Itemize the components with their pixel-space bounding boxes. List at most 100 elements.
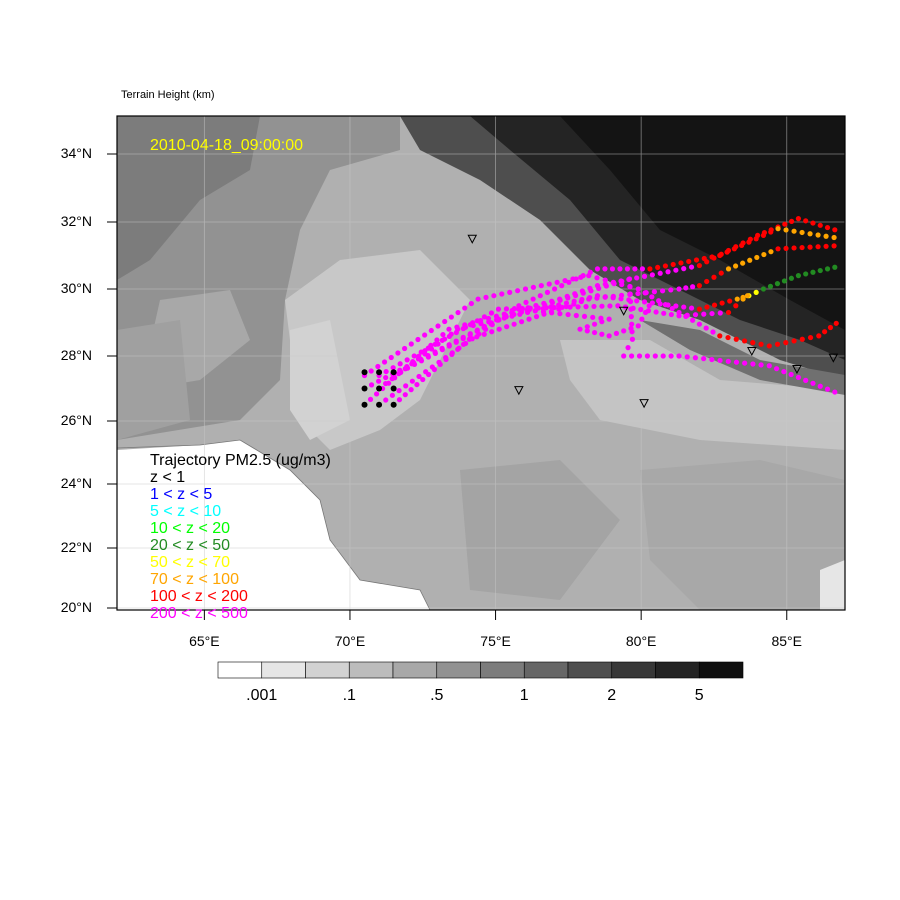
trajectory-point bbox=[717, 252, 723, 259]
trajectory-point bbox=[676, 286, 682, 292]
trajectory-point bbox=[602, 277, 608, 283]
trajectory-point bbox=[817, 267, 823, 274]
trajectory-point bbox=[733, 359, 740, 365]
trajectory-point bbox=[373, 391, 380, 397]
trajectory-point bbox=[692, 355, 699, 361]
trajectory-point bbox=[791, 228, 797, 234]
trajectory-point bbox=[376, 378, 382, 384]
legend-item: 1 < z < 5 bbox=[150, 486, 213, 503]
colorbar-box bbox=[436, 661, 481, 679]
trajectory-point bbox=[599, 319, 605, 325]
trajectory-point bbox=[423, 369, 429, 375]
colorbar-box bbox=[655, 661, 700, 679]
terrain bbox=[117, 116, 845, 610]
trajectory-point bbox=[396, 397, 403, 403]
trajectory-point bbox=[587, 294, 593, 301]
trajectory-point bbox=[646, 303, 652, 309]
trajectory-point bbox=[668, 287, 674, 293]
trajectory-point bbox=[611, 281, 617, 287]
trajectory-point bbox=[629, 321, 635, 327]
trajectory-point bbox=[690, 284, 696, 290]
trajectory-point bbox=[773, 366, 780, 372]
trajectory-point bbox=[396, 388, 402, 394]
trajectory-point bbox=[775, 246, 781, 252]
trajectory-point bbox=[542, 302, 548, 308]
trajectory-point bbox=[408, 341, 414, 347]
trajectory-point bbox=[567, 304, 573, 310]
trajectory-point bbox=[681, 304, 687, 310]
trajectory-point bbox=[559, 283, 565, 289]
trajectory-point bbox=[425, 353, 431, 359]
y-tick-label: 28°N bbox=[60, 347, 92, 363]
trajectory-point bbox=[449, 350, 455, 356]
trajectory-point bbox=[727, 298, 733, 304]
trajectory-point bbox=[526, 316, 532, 322]
trajectory-point bbox=[546, 281, 552, 287]
trajectory-point bbox=[432, 341, 438, 347]
trajectory-point bbox=[696, 321, 703, 327]
legend-item: 5 < z < 10 bbox=[150, 503, 222, 520]
trajectory-point bbox=[740, 260, 746, 266]
x-tick-label: 85°E bbox=[771, 633, 802, 649]
trajectory-point bbox=[823, 233, 829, 239]
trajectory-point bbox=[711, 274, 717, 280]
trajectory-point bbox=[483, 294, 489, 300]
trajectory-point bbox=[446, 326, 452, 332]
trajectory-point bbox=[734, 296, 740, 302]
trajectory-point bbox=[824, 386, 831, 392]
trajectory-point bbox=[627, 283, 633, 290]
source-point bbox=[390, 401, 397, 408]
trajectory-point bbox=[469, 336, 475, 342]
trajectory-point bbox=[704, 304, 710, 310]
x-tick-label: 75°E bbox=[480, 633, 511, 649]
plot-title: Terrain Height (km) bbox=[121, 89, 215, 101]
trajectory-point bbox=[456, 345, 462, 351]
trajectory-point bbox=[733, 303, 739, 309]
trajectory-point bbox=[799, 244, 805, 251]
trajectory-point bbox=[676, 353, 682, 359]
y-tick-label: 26°N bbox=[60, 412, 92, 428]
trajectory-point bbox=[624, 266, 631, 272]
station-triangle-icon bbox=[792, 365, 802, 375]
map-frame bbox=[116, 115, 846, 611]
trajectory-point bbox=[701, 255, 707, 262]
trajectory-point bbox=[518, 319, 525, 325]
trajectory-point bbox=[635, 323, 641, 329]
trajectory-point bbox=[628, 353, 635, 359]
trajectory-point bbox=[523, 299, 529, 305]
trajectory-point bbox=[579, 296, 585, 303]
trajectory-point bbox=[627, 291, 633, 297]
trajectory-point bbox=[626, 276, 633, 282]
trajectory-point bbox=[375, 363, 381, 370]
trajectory-point bbox=[758, 362, 764, 368]
trajectory-point bbox=[641, 299, 648, 305]
legend-item: 20 < z < 50 bbox=[150, 537, 231, 554]
trajectory-point bbox=[822, 329, 828, 335]
trajectory-point bbox=[718, 270, 724, 276]
legend-title: Trajectory PM2.5 (ug/m3) bbox=[150, 452, 331, 469]
trajectory-point bbox=[649, 272, 655, 278]
trajectory-point bbox=[573, 312, 579, 319]
trajectory-point bbox=[774, 341, 781, 347]
trajectory-point bbox=[789, 218, 795, 224]
trajectory-point bbox=[810, 380, 816, 386]
trajectory-point bbox=[621, 353, 627, 359]
trajectory-point bbox=[701, 356, 707, 362]
trajectory-point bbox=[425, 345, 431, 351]
trajectory-point bbox=[408, 387, 414, 393]
trajectory-point bbox=[381, 359, 388, 365]
source-points bbox=[361, 369, 397, 408]
trajectory-point bbox=[709, 310, 715, 317]
trajectory-point bbox=[602, 294, 608, 300]
trajectory-point bbox=[781, 278, 788, 284]
trajectory-point bbox=[420, 376, 426, 383]
trajectory-point bbox=[807, 334, 814, 341]
trajectory-point bbox=[803, 271, 809, 277]
trajectory-point bbox=[693, 257, 700, 263]
trajectory-point bbox=[476, 331, 482, 337]
trajectory-point bbox=[488, 310, 495, 316]
trajectory-point bbox=[824, 224, 831, 231]
trajectory-point bbox=[448, 314, 454, 320]
trajectory-point bbox=[753, 236, 759, 242]
trajectory-point bbox=[657, 270, 663, 276]
